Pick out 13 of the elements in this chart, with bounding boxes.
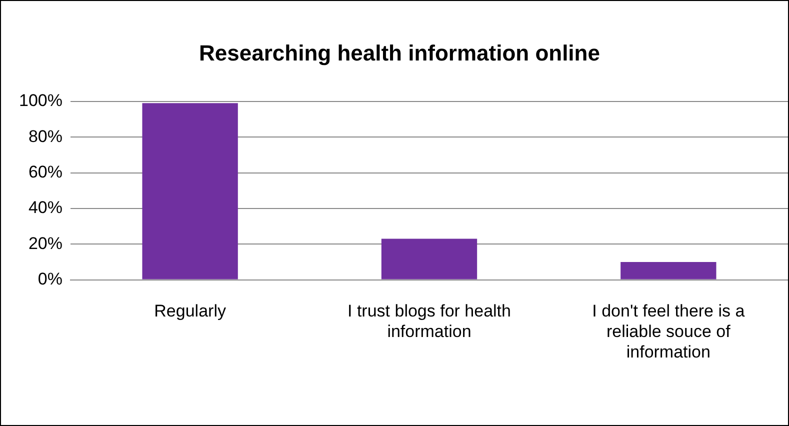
y-tick-label: 80% (28, 126, 62, 146)
x-tick-label: I trust blogs for health information (348, 302, 511, 342)
x-tick-label: Regularly (154, 302, 226, 321)
y-tick-label: 40% (28, 198, 62, 218)
chart-title: Researching health information online (199, 40, 600, 66)
y-tick-label: 20% (28, 234, 62, 253)
bar (381, 238, 478, 280)
bar (620, 262, 716, 280)
y-tick-label: 100% (18, 91, 62, 110)
y-tick-label: 0% (38, 269, 62, 288)
bar (142, 103, 238, 280)
x-tick-label: I don't feel there is a reliable souce of information (592, 302, 746, 362)
y-tick-label: 60% (28, 162, 62, 182)
